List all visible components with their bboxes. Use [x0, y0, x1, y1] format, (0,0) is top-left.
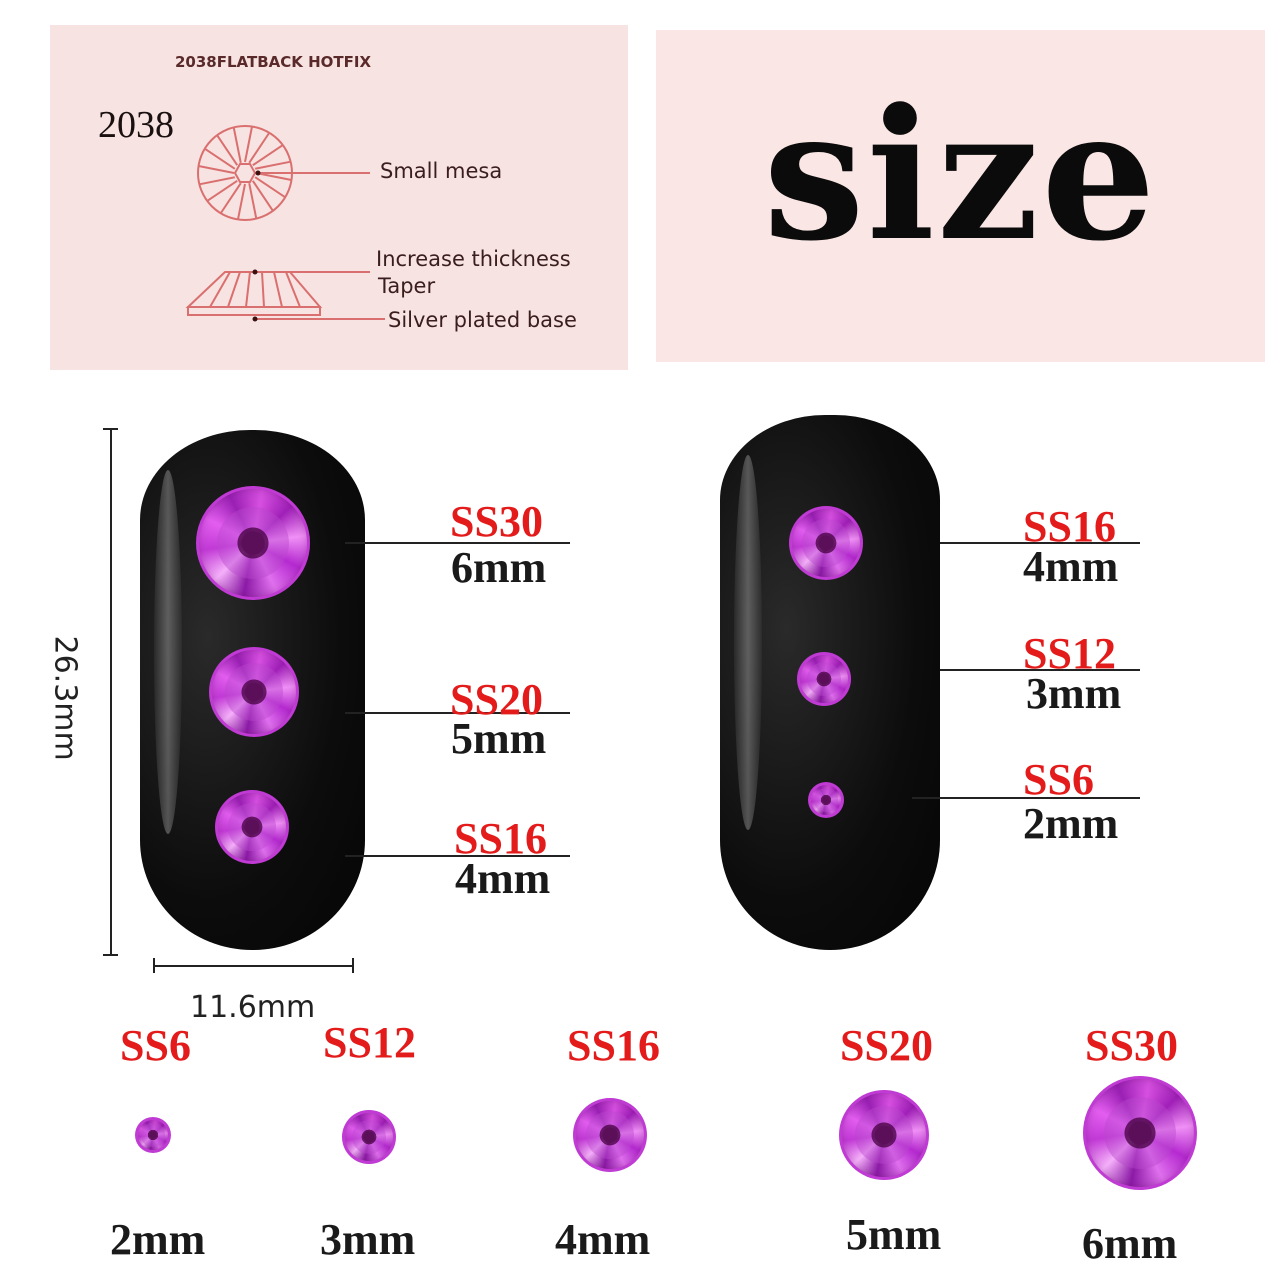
row-code-ss30: SS30 [1085, 1021, 1178, 1070]
row-code-ss12: SS12 [323, 1018, 416, 1067]
height-dimension-label: 26.3mm [47, 635, 83, 761]
rhinestone-diagram-icon [185, 125, 385, 322]
title-panel: size [656, 30, 1265, 362]
model-number: 2038 [98, 104, 174, 146]
dimension-tick [153, 958, 155, 973]
rhinestone-ss12 [797, 652, 851, 706]
diagram-heading: 2038FLATBACK HOTFIX [175, 53, 372, 71]
right-label-code-3: SS6 [1023, 755, 1094, 804]
right-label-code-1: SS16 [1023, 502, 1116, 551]
row-code-ss20: SS20 [840, 1021, 933, 1070]
rhinestone-ss20 [209, 647, 299, 737]
right-label-code-2: SS12 [1023, 629, 1116, 678]
row-size-2mm: 2mm [110, 1215, 206, 1264]
rhinestone-diagram-panel: 2038FLATBACK HOTFIX 2038 Small mesa Incr… [50, 25, 628, 370]
rhinestone-5mm [839, 1090, 929, 1180]
row-code-ss6: SS6 [120, 1021, 191, 1070]
callout-silver-plated-base: Silver plated base [388, 308, 577, 332]
rhinestone-ss6 [808, 782, 844, 818]
width-dimension-line [153, 965, 353, 967]
width-dimension-label: 11.6mm [190, 990, 316, 1025]
leader-line [345, 855, 570, 857]
rhinestone-3mm [342, 1110, 396, 1164]
callout-small-mesa: Small mesa [380, 159, 503, 183]
title: size [763, 70, 1158, 281]
rhinestone-6mm [1083, 1076, 1197, 1190]
dimension-tick [103, 428, 118, 430]
left-label-size-2: 5mm [451, 714, 547, 763]
row-size-3mm: 3mm [320, 1215, 416, 1264]
right-label-size-3: 2mm [1023, 799, 1119, 848]
row-size-5mm: 5mm [846, 1210, 942, 1259]
rhinestone-2mm [135, 1117, 171, 1153]
rhinestone-ss16 [215, 790, 289, 864]
right-label-size-1: 4mm [1023, 542, 1119, 591]
row-code-ss16: SS16 [567, 1021, 660, 1070]
row-size-6mm: 6mm [1082, 1219, 1178, 1268]
leader-line [345, 542, 570, 544]
callout-increase-thickness: Increase thickness [376, 247, 571, 271]
left-label-size-1: 6mm [451, 543, 547, 592]
leader-line [940, 669, 1140, 671]
leader-line [940, 542, 1140, 544]
left-label-size-3: 4mm [455, 854, 551, 903]
dimension-tick [352, 958, 354, 973]
row-size-4mm: 4mm [555, 1215, 651, 1264]
leader-line [912, 797, 1140, 799]
right-label-size-2: 3mm [1026, 669, 1122, 718]
left-label-code-1: SS30 [450, 497, 543, 546]
dimension-tick [103, 954, 118, 956]
callout-taper: Taper [378, 274, 436, 298]
rhinestone-ss30 [196, 486, 310, 600]
rhinestone-4mm [573, 1098, 647, 1172]
left-label-code-3: SS16 [454, 814, 547, 863]
left-label-code-2: SS20 [450, 675, 543, 724]
leader-line [345, 712, 570, 714]
height-dimension-line [110, 428, 112, 955]
rhinestone-ss16 [789, 506, 863, 580]
